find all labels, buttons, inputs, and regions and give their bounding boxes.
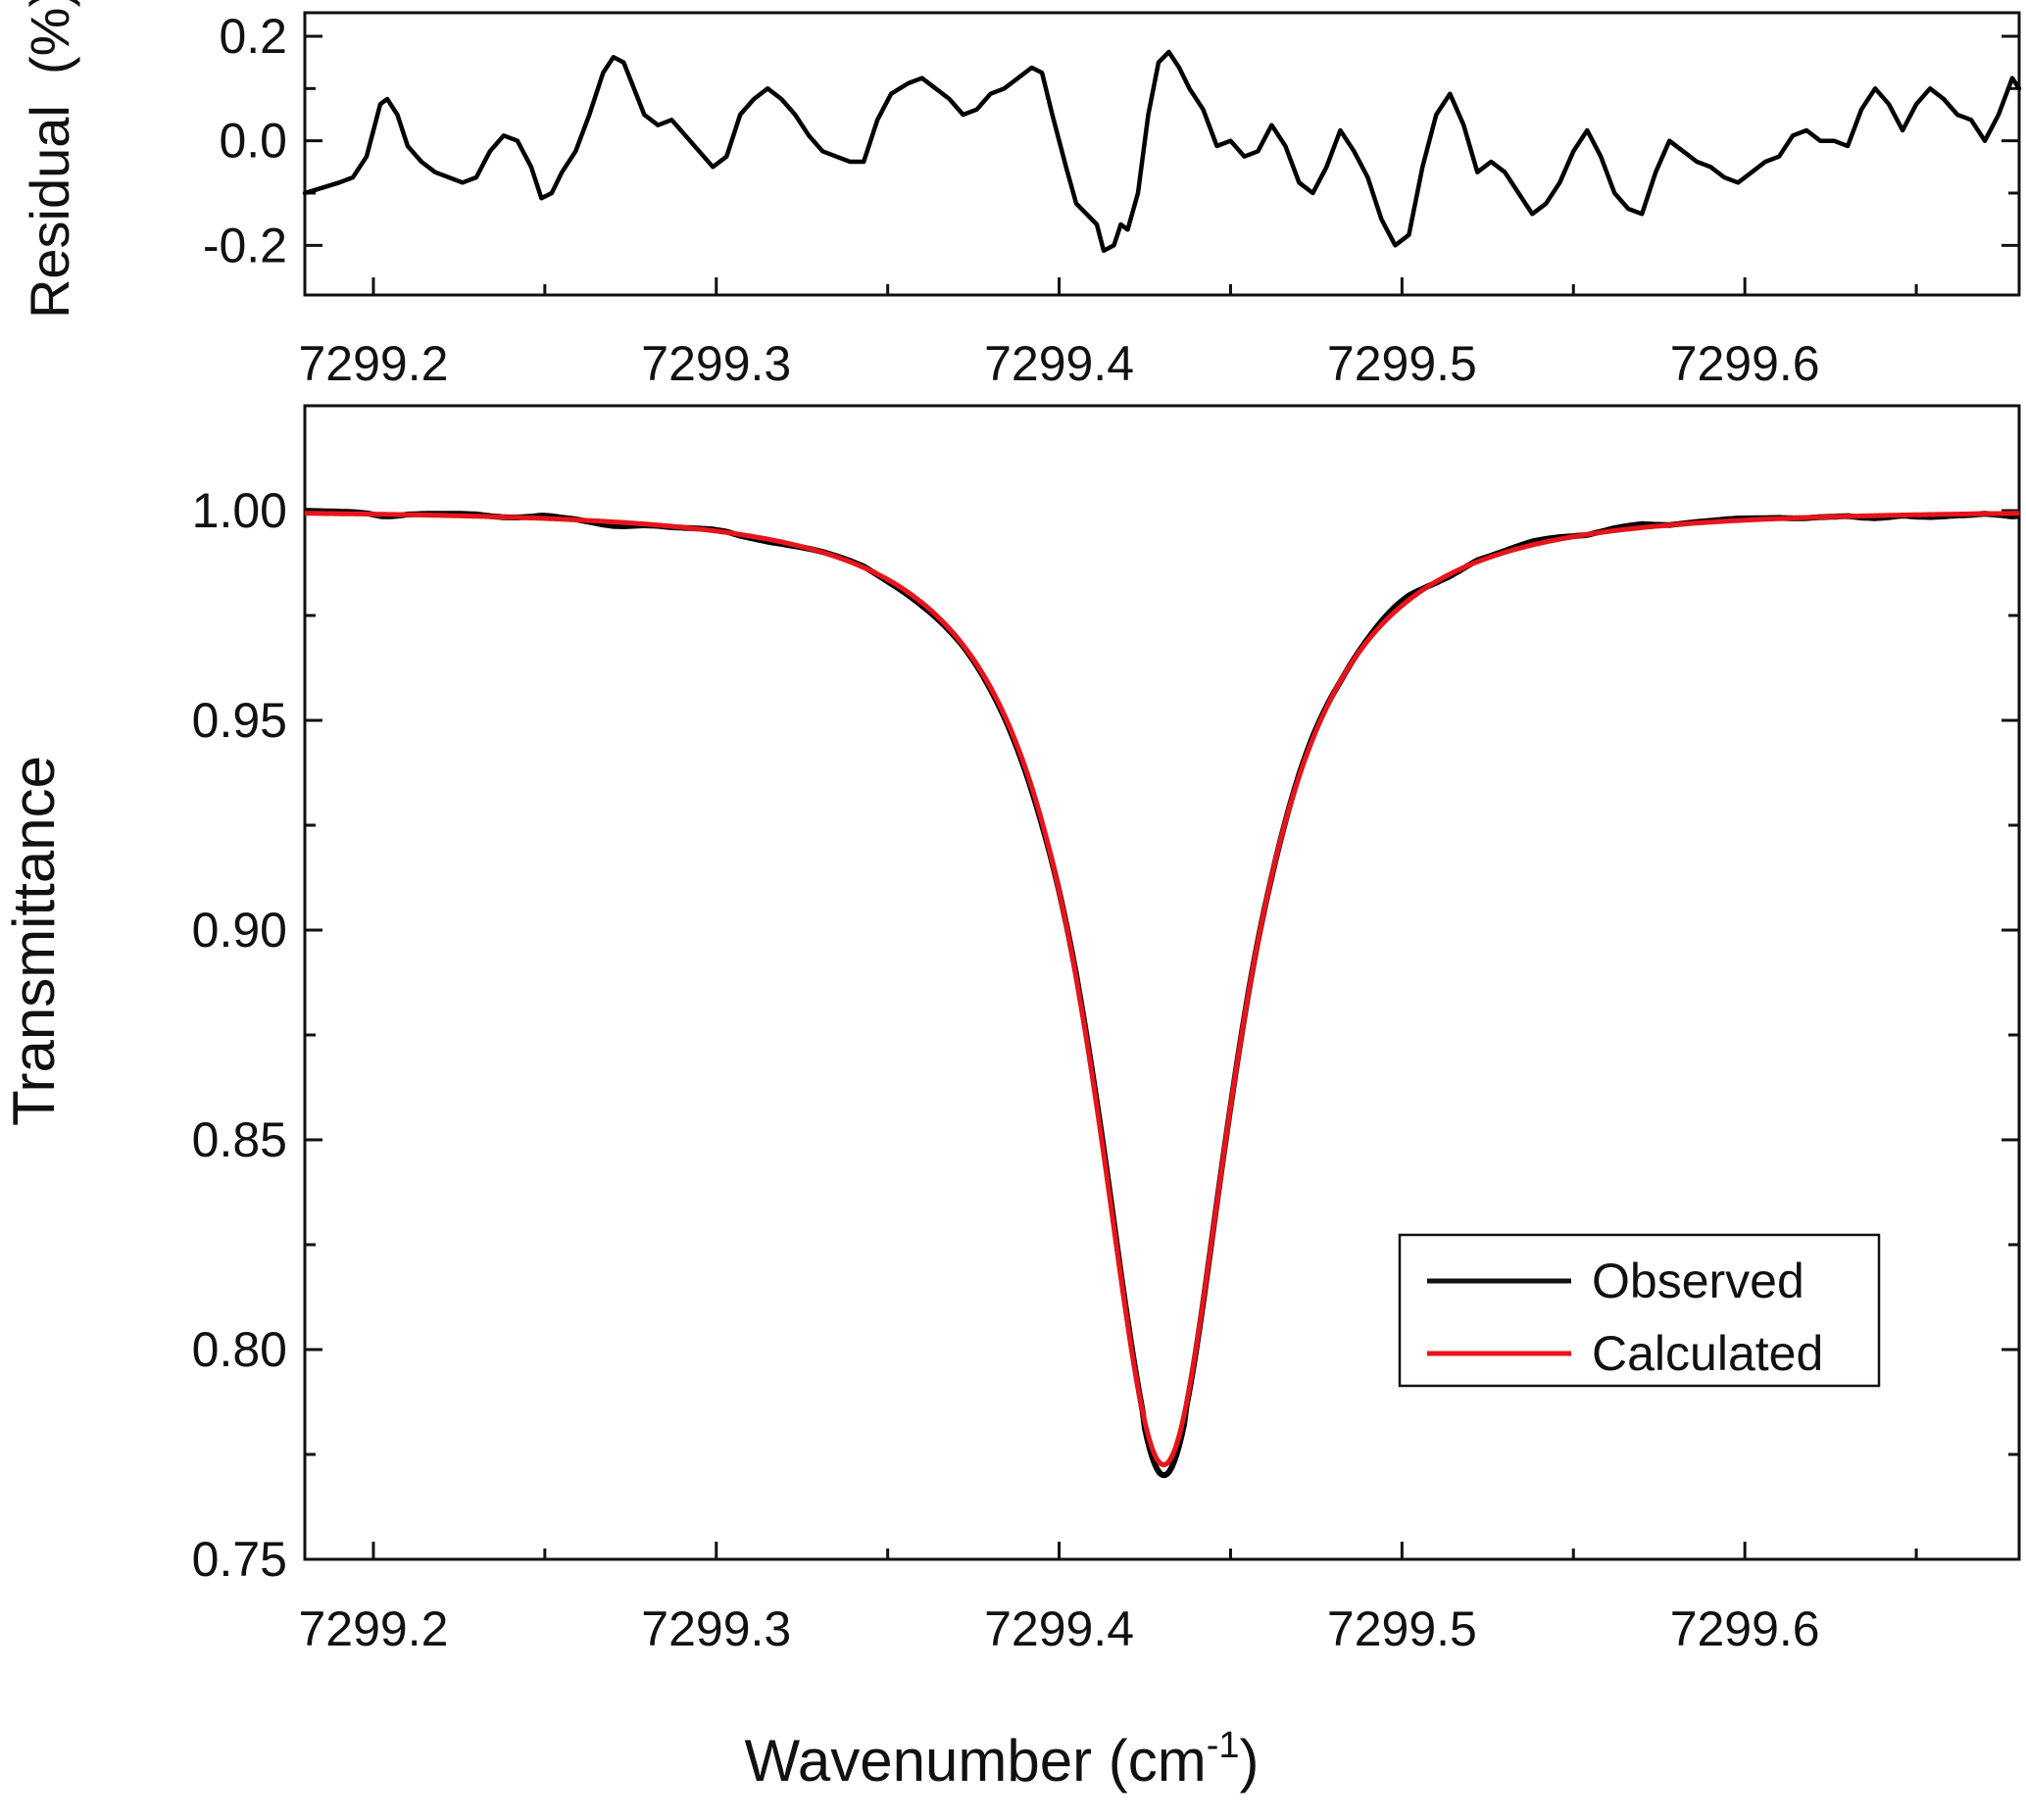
transmittance-y-tick-label: 0.75	[192, 1532, 287, 1587]
residual-x-tick-label: 7299.3	[641, 336, 791, 391]
residual-y-axis-title: Residual (%)	[19, 0, 80, 319]
transmittance-x-tick-label: 7299.3	[641, 1601, 791, 1656]
residual-plot-frame	[303, 11, 2021, 297]
transmittance-y-tick-label: 0.80	[192, 1322, 287, 1377]
residual-x-tick-label: 7299.4	[984, 336, 1134, 391]
residual-x-ticks: 7299.2 7299.3 7299.4 7299.5 7299.6	[298, 277, 1918, 391]
transmittance-x-tick-label: 7299.2	[298, 1601, 448, 1656]
residual-x-tick-label: 7299.5	[1327, 336, 1477, 391]
calculated-series-line	[304, 511, 2019, 1468]
residual-y-tick-label: 0.0	[219, 114, 287, 169]
transmittance-plot-frame	[303, 404, 2021, 1561]
transmittance-x-ticks: 7299.2 7299.3 7299.4 7299.5 7299.6	[298, 1542, 1918, 1656]
transmittance-y-tick-label: 0.85	[192, 1112, 287, 1167]
transmittance-y-tick-label: 0.95	[192, 693, 287, 748]
residual-x-tick-label: 7299.6	[1670, 336, 1820, 391]
legend: Observed Calculated	[1398, 1233, 1881, 1388]
residual-series-line	[302, 49, 2022, 253]
residual-y-tick-label: -0.2	[203, 218, 287, 272]
x-axis-title-superscript: -1	[1207, 1725, 1240, 1766]
residual-y-tick-label: 0.2	[219, 9, 287, 64]
transmittance-x-tick-label: 7299.5	[1327, 1601, 1477, 1656]
x-axis-title: Wavenumber (cm-1)	[745, 1725, 1260, 1794]
x-axis-title-main: Wavenumber (cm	[745, 1728, 1207, 1794]
transmittance-x-tick-label: 7299.6	[1670, 1601, 1820, 1656]
transmittance-y-axis-title: Transmittance	[1, 756, 67, 1126]
transmittance-y-ticks: 1.00 0.95 0.90 0.85 0.80 0.75	[192, 404, 2019, 1587]
transmittance-panel: 7299.2 7299.3 7299.4 7299.5 7299.6 1.00 0.95 0…	[1, 404, 2021, 1794]
transmittance-y-tick-label: 0.90	[192, 903, 287, 958]
transmittance-y-tick-label: 1.00	[192, 483, 287, 538]
legend-calculated-label: Calculated	[1592, 1326, 1823, 1381]
legend-box	[1398, 1233, 1881, 1388]
x-axis-title-end: )	[1240, 1728, 1260, 1794]
residual-x-tick-label: 7299.2	[298, 336, 448, 391]
residual-panel: 7299.2 7299.3 7299.4 7299.5 7299.6 0.2 0.0 -0.…	[19, 0, 2022, 391]
residual-y-ticks: 0.2 0.0 -0.2	[203, 9, 2019, 272]
transmittance-x-tick-label: 7299.4	[984, 1601, 1134, 1656]
legend-observed-label: Observed	[1592, 1254, 1804, 1308]
